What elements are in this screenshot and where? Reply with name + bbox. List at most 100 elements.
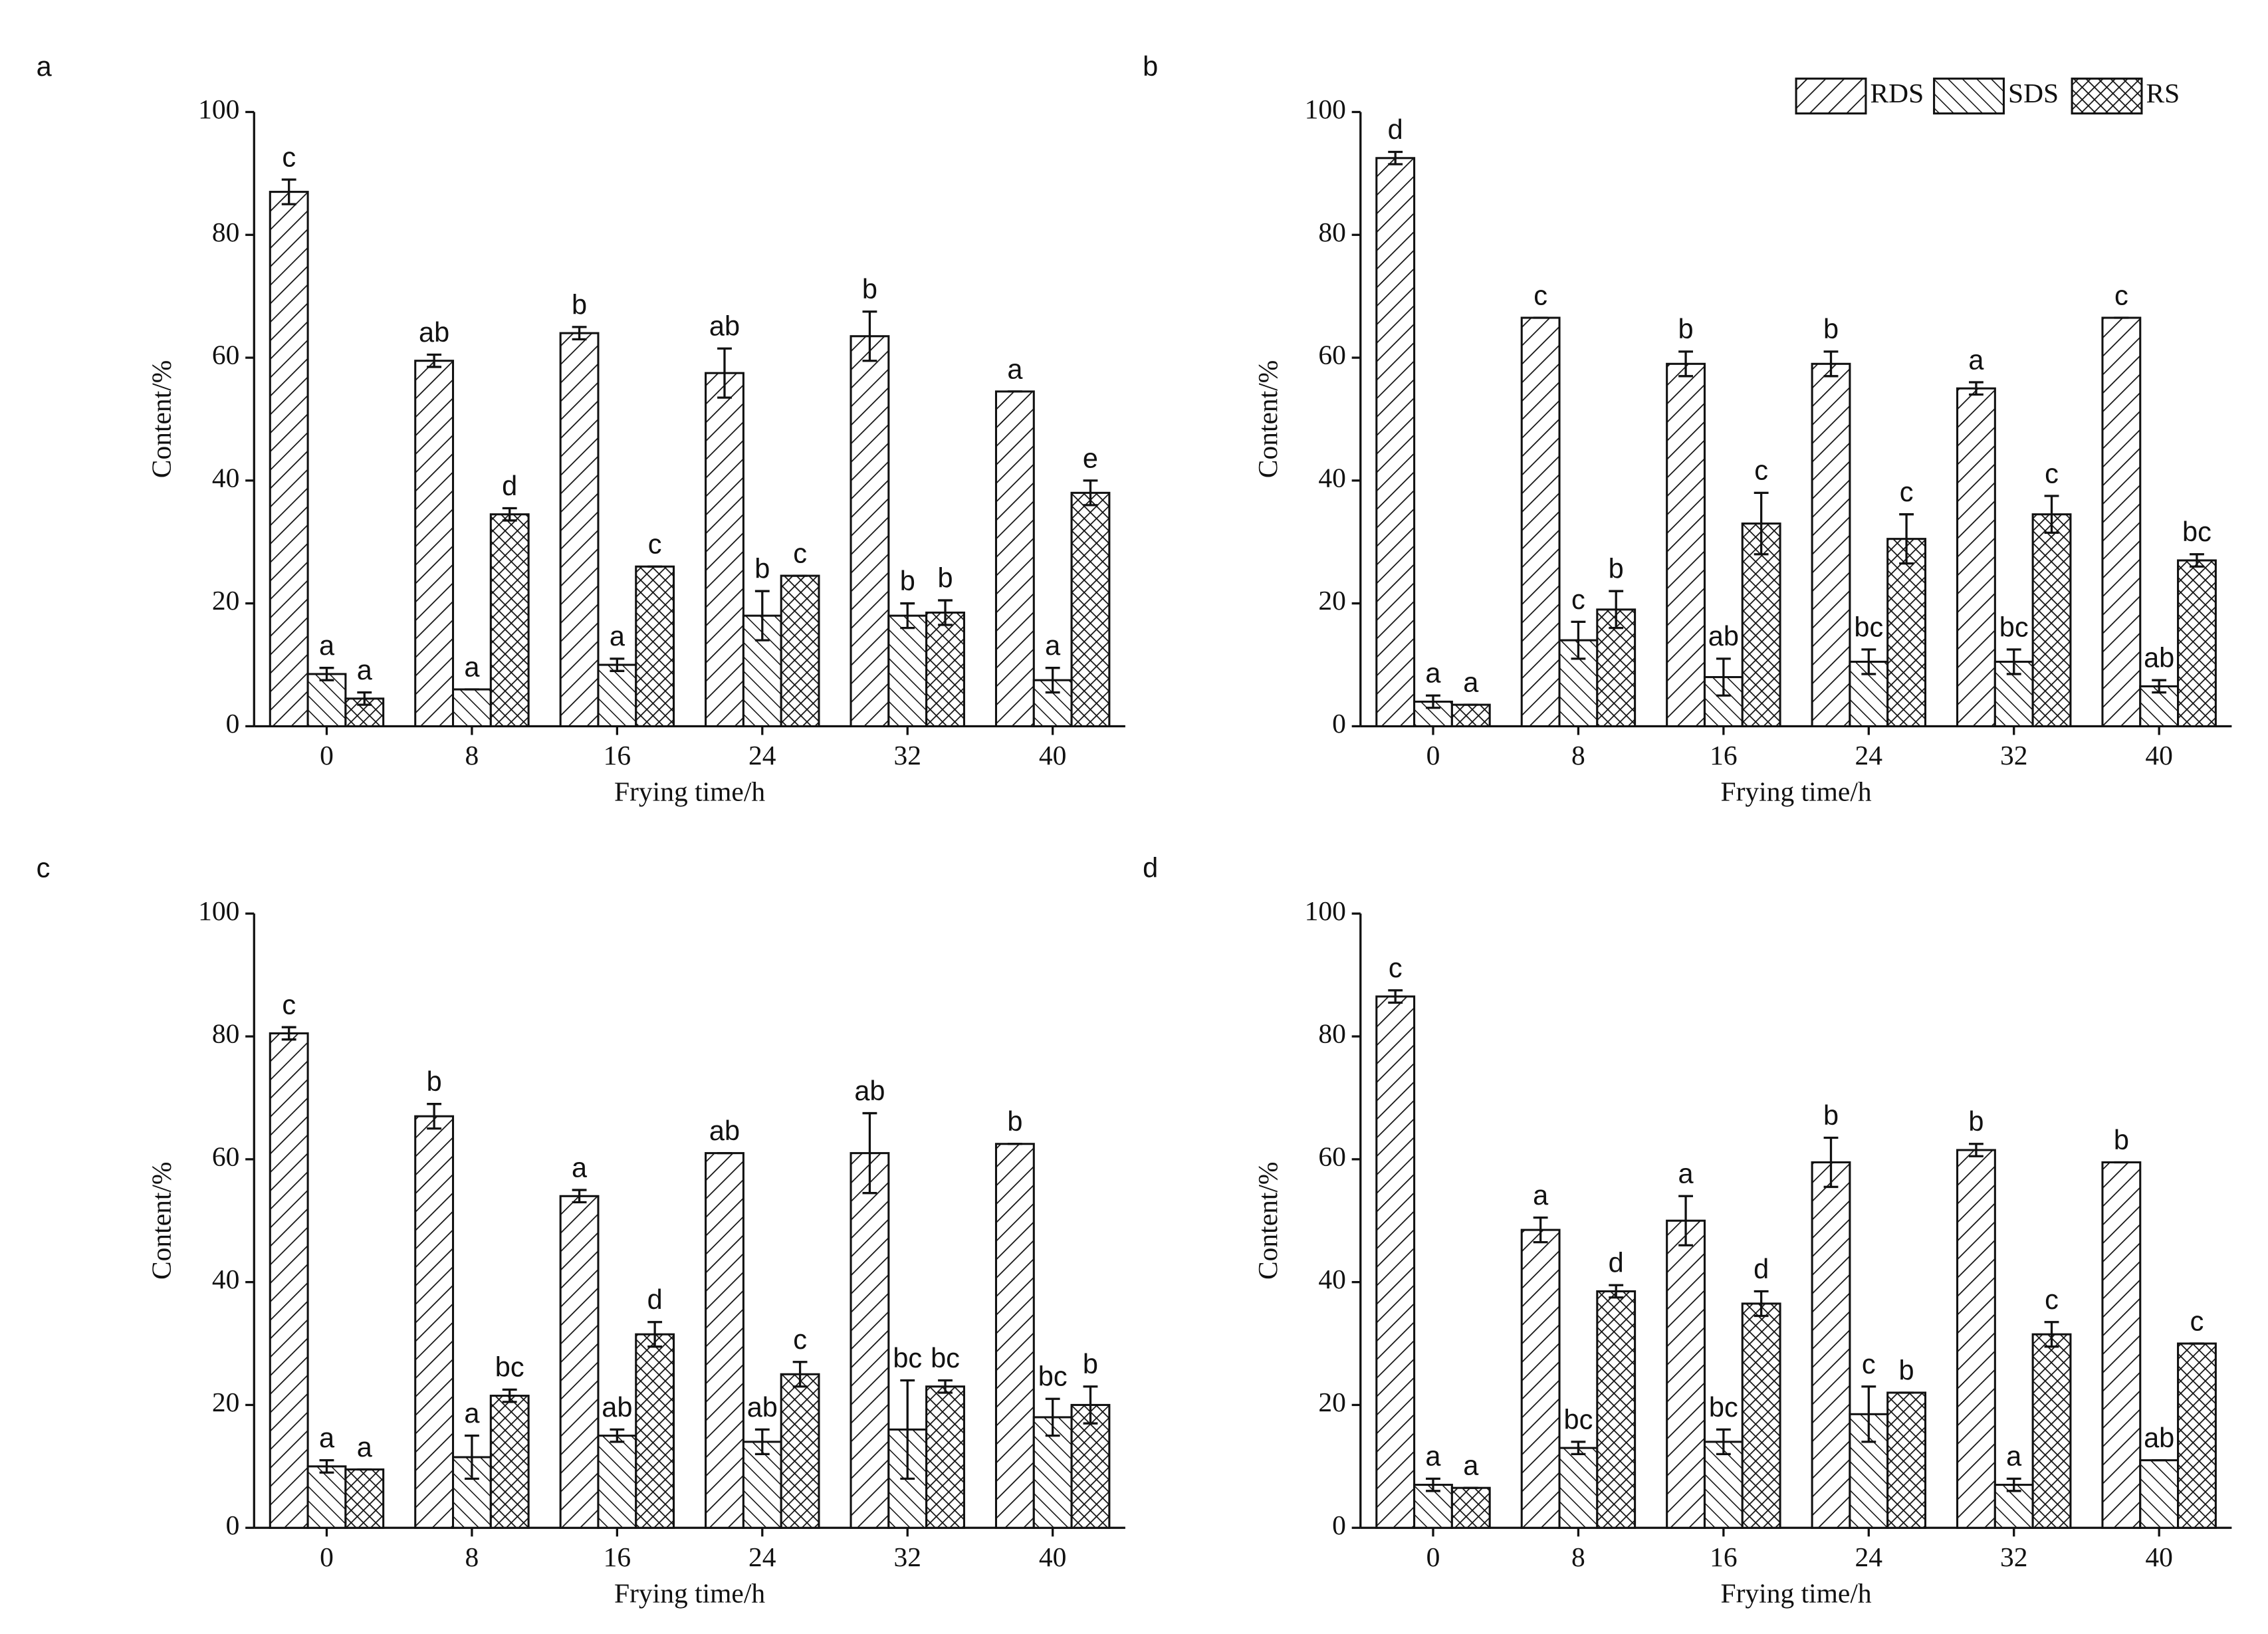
error-bar (1571, 1441, 1586, 1456)
significance-letter: a (464, 651, 480, 682)
bar (1450, 703, 1491, 728)
significance-letter: c (2114, 279, 2128, 310)
significance-letter: b (427, 1066, 442, 1097)
bar (2177, 559, 2217, 728)
significance-letter: c (1533, 279, 1547, 310)
bar (269, 191, 309, 728)
error-bar (610, 657, 625, 672)
bar (489, 513, 530, 728)
error-bar (1426, 1477, 1440, 1492)
bar (925, 1385, 965, 1529)
x-tick-label: 24 (748, 740, 776, 770)
significance-letter: a (319, 630, 335, 661)
error-bar (717, 347, 732, 399)
significance-letter: ab (419, 316, 449, 348)
significance-letter: ab (2144, 642, 2174, 673)
panel-letter: d (1143, 852, 1158, 883)
bar (1596, 1290, 1637, 1529)
error-bar (1678, 350, 1693, 378)
error-bar (792, 1361, 808, 1388)
panel-letter: b (1143, 51, 1158, 82)
x-axis-label: Frying time/h (1721, 1577, 1872, 1608)
error-bar (1823, 350, 1839, 378)
x-tick-label: 0 (320, 1542, 334, 1572)
significance-letter: b (937, 562, 953, 593)
x-tick-label: 0 (1426, 1542, 1440, 1572)
bar (705, 1152, 744, 1529)
significance-letter: a (357, 1431, 373, 1462)
significance-letter: b (1007, 1106, 1022, 1137)
significance-letter: d (1609, 1247, 1624, 1278)
error-bar (647, 1321, 663, 1348)
bar (850, 1152, 890, 1529)
error-bar (2152, 679, 2167, 694)
significance-letter: ab (709, 310, 740, 342)
y-tick-label: 40 (212, 462, 240, 493)
error-bar (572, 326, 587, 340)
significance-letter: e (1083, 442, 1098, 473)
significance-letter: ab (1708, 620, 1739, 651)
x-tick-label: 40 (2145, 1542, 2173, 1572)
bar (489, 1395, 530, 1529)
bar (414, 1115, 455, 1529)
bar (2031, 513, 2072, 728)
significance-letter: b (1678, 313, 1694, 344)
significance-letter: a (1463, 667, 1479, 698)
significance-letter: ab (602, 1391, 632, 1423)
significance-letter: a (1463, 1450, 1479, 1481)
error-bar (502, 507, 517, 522)
bar (1520, 1228, 1561, 1529)
x-axis-label: Frying time/h (614, 1577, 765, 1608)
error-bar (1388, 150, 1403, 166)
bar (1558, 1447, 1599, 1529)
bar (269, 1032, 309, 1529)
error-bar (2190, 553, 2204, 568)
significance-letter: c (793, 537, 807, 568)
significance-letter: c (2045, 457, 2059, 489)
x-axis-label: Frying time/h (614, 776, 765, 807)
y-tick-label: 0 (1332, 708, 1346, 739)
significance-letter: a (1007, 353, 1023, 384)
significance-letter: c (1900, 476, 1914, 507)
significance-letter: a (1045, 630, 1061, 661)
error-bar (1754, 491, 1769, 556)
y-tick-label: 20 (1318, 585, 1346, 616)
bar (1811, 1161, 1851, 1529)
error-bar (1678, 1195, 1693, 1246)
legend-swatch (1795, 77, 1867, 115)
significance-letter: a (357, 654, 373, 685)
bar (705, 372, 744, 728)
y-tick-label: 0 (226, 708, 240, 739)
bar (1666, 362, 1706, 728)
x-tick-label: 24 (748, 1542, 776, 1572)
x-tick-label: 8 (1571, 1542, 1585, 1572)
bar (306, 1465, 347, 1529)
error-bar (1754, 1290, 1769, 1318)
significance-letter: d (1754, 1253, 1769, 1284)
y-tick-label: 40 (1318, 1264, 1346, 1294)
significance-letter: c (648, 528, 662, 560)
x-tick-label: 16 (1710, 740, 1738, 770)
x-tick-label: 0 (320, 740, 334, 770)
significance-letter: bc (931, 1342, 960, 1373)
bar (850, 335, 890, 728)
bar (887, 614, 928, 728)
bar (1956, 387, 1996, 728)
significance-letter: a (319, 1422, 335, 1453)
error-bar (1899, 513, 1914, 565)
error-bar (900, 1379, 915, 1480)
bar (1375, 995, 1416, 1529)
error-bar (1083, 1385, 1098, 1425)
y-tick-label: 80 (212, 217, 240, 247)
error-bar (862, 310, 877, 362)
panel-letter: c (37, 852, 51, 883)
significance-letter: a (572, 1151, 588, 1183)
bar (1741, 523, 1781, 728)
significance-letter: b (1609, 553, 1624, 584)
bar (1811, 362, 1851, 728)
bar (994, 390, 1035, 728)
significance-letter: c (1571, 584, 1585, 615)
bar (742, 1441, 782, 1529)
